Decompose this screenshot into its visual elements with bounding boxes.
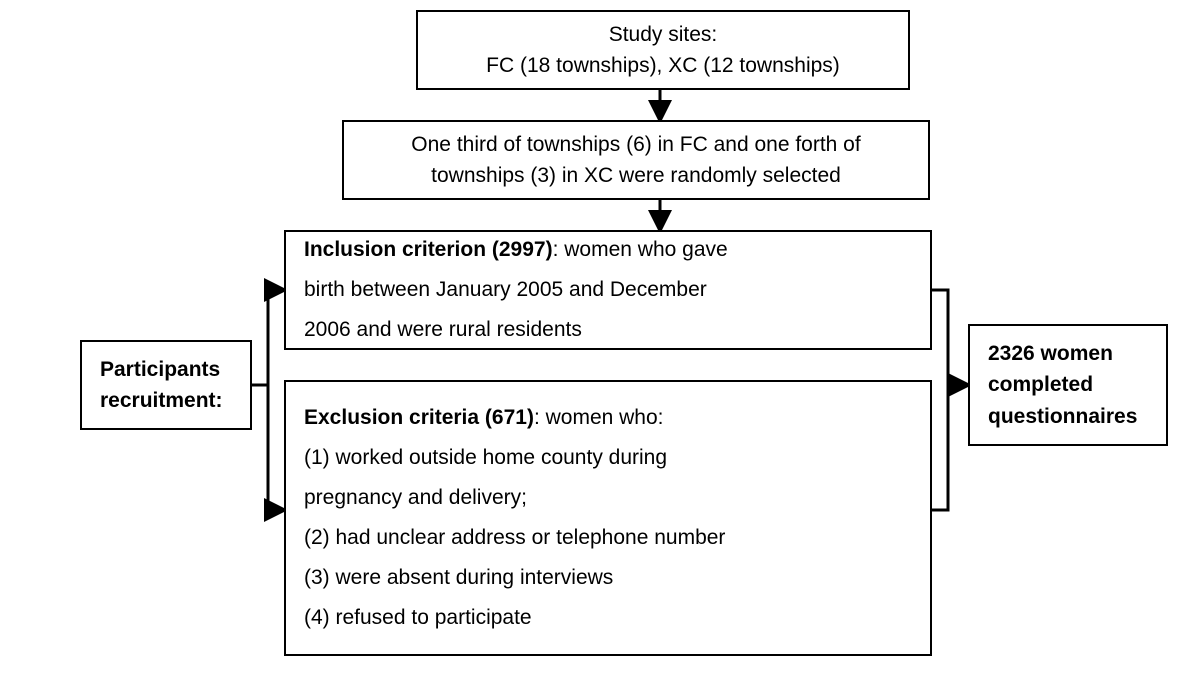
inclusion-after-title: : women who gave [553, 238, 728, 261]
inclusion-title: Inclusion criterion (2997) [304, 238, 553, 261]
study-sites-line2: FC (18 townships), XC (12 townships) [436, 50, 890, 82]
node-recruitment: Participants recruitment: [80, 340, 252, 430]
exclusion-item-3: (3) were absent during interviews [304, 558, 912, 598]
node-result: 2326 women completed questionnaires [968, 324, 1168, 446]
inclusion-line2: birth between January 2005 and December [304, 270, 912, 310]
arrow-recruit-to-exclusion [252, 385, 282, 510]
exclusion-line1: Exclusion criteria (671): women who: [304, 398, 912, 438]
exclusion-item-4: (4) refused to participate [304, 598, 912, 638]
result-line3: questionnaires [988, 401, 1148, 433]
arrow-criteria-to-result [932, 290, 966, 510]
node-sampling: One third of townships (6) in FC and one… [342, 120, 930, 200]
inclusion-line3: 2006 and were rural residents [304, 310, 912, 350]
result-line2: completed [988, 369, 1148, 401]
exclusion-title: Exclusion criteria (671) [304, 406, 534, 429]
arrow-recruit-to-inclusion [252, 290, 282, 385]
node-exclusion: Exclusion criteria (671): women who: (1)… [284, 380, 932, 656]
node-inclusion: Inclusion criterion (2997): women who ga… [284, 230, 932, 350]
node-study-sites: Study sites: FC (18 townships), XC (12 t… [416, 10, 910, 90]
study-sites-line1: Study sites: [436, 19, 890, 51]
exclusion-item-1: (1) worked outside home county during [304, 438, 912, 478]
sampling-line1: One third of townships (6) in FC and one… [362, 129, 910, 161]
result-line1: 2326 women [988, 338, 1148, 370]
sampling-line2: townships (3) in XC were randomly select… [362, 160, 910, 192]
recruitment-line2: recruitment: [100, 385, 232, 417]
recruitment-line1: Participants [100, 354, 232, 386]
exclusion-after-title: : women who: [534, 406, 664, 429]
exclusion-item-1b: pregnancy and delivery; [304, 478, 912, 518]
exclusion-item-2: (2) had unclear address or telephone num… [304, 518, 912, 558]
flowchart-canvas: Study sites: FC (18 townships), XC (12 t… [0, 0, 1200, 680]
inclusion-line1: Inclusion criterion (2997): women who ga… [304, 230, 912, 270]
